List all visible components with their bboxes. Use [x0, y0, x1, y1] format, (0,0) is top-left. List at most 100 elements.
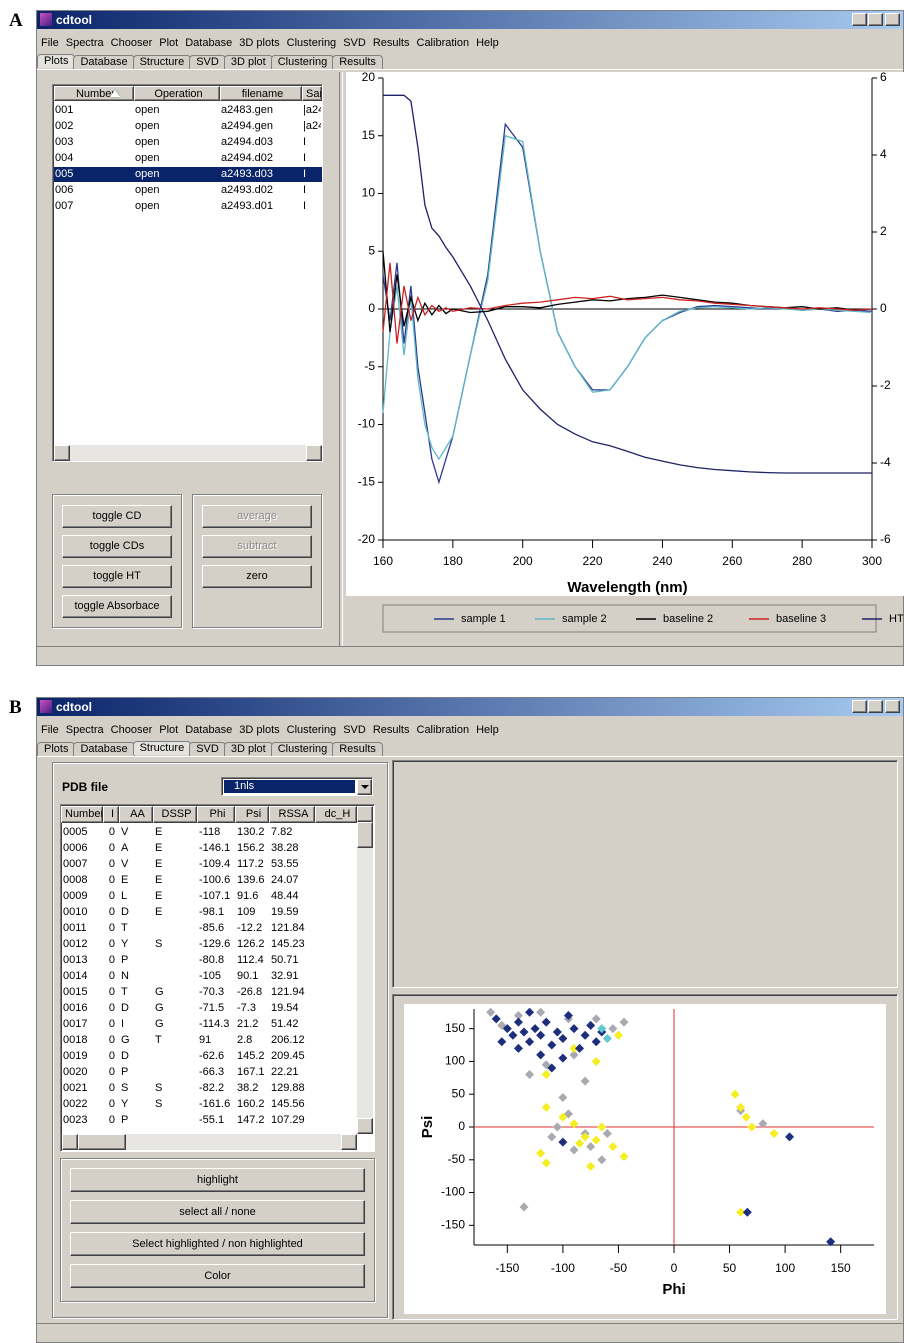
button[interactable]: Color [70, 1264, 365, 1288]
table-cell[interactable]: a2483.gen [221, 104, 301, 116]
menu-item[interactable]: File [41, 37, 59, 49]
table-cell[interactable]: 0022 [63, 1098, 103, 1110]
table-cell[interactable]: 121.84 [271, 922, 315, 934]
table-cell[interactable]: -82.2 [199, 1082, 235, 1094]
table-cell[interactable]: 0014 [63, 970, 103, 982]
table-cell[interactable]: 209.45 [271, 1050, 315, 1062]
tab[interactable]: Plots [37, 742, 75, 756]
column-header[interactable]: Operation [134, 86, 220, 101]
table-cell[interactable]: T [121, 986, 153, 998]
table-cell[interactable]: 21.2 [237, 1018, 269, 1030]
tab[interactable]: SVD [189, 742, 226, 756]
table-cell[interactable]: a2494.d02 [221, 152, 301, 164]
table-cell[interactable]: 0013 [63, 954, 103, 966]
table-cell[interactable]: a2493.d02 [221, 184, 301, 196]
table-cell[interactable]: 0020 [63, 1066, 103, 1078]
scroll-thumb[interactable] [357, 822, 373, 848]
table-cell[interactable]: G [155, 1018, 197, 1030]
button[interactable]: highlight [70, 1168, 365, 1192]
table-cell[interactable]: 0016 [63, 1002, 103, 1014]
table-cell[interactable]: E [155, 842, 197, 854]
table-cell[interactable]: -161.6 [199, 1098, 235, 1110]
column-header[interactable]: Phi [197, 806, 235, 823]
menu-item[interactable]: Results [373, 37, 410, 49]
table-cell[interactable]: D [121, 906, 153, 918]
table-cell[interactable]: V [121, 826, 153, 838]
table-cell[interactable]: I [303, 136, 321, 148]
menu-item[interactable]: Chooser [111, 37, 153, 49]
table-cell[interactable]: Y [121, 1098, 153, 1110]
window-control[interactable] [852, 13, 867, 26]
table-cell[interactable]: 0019 [63, 1050, 103, 1062]
menu-item[interactable]: Spectra [66, 37, 104, 49]
table-cell[interactable]: 32.91 [271, 970, 315, 982]
column-header[interactable]: filename [220, 86, 302, 101]
tab[interactable]: Clustering [271, 55, 335, 69]
menu-item[interactable]: SVD [343, 37, 366, 49]
table-cell[interactable]: 005 [55, 168, 133, 180]
table-cell[interactable]: N [121, 970, 153, 982]
button[interactable]: toggle CD [62, 505, 172, 528]
table-cell[interactable]: P [121, 1066, 153, 1078]
table-cell[interactable]: a2493.d03 [221, 168, 301, 180]
window-control[interactable] [885, 700, 900, 713]
table-cell[interactable]: 107.29 [271, 1114, 315, 1126]
table-cell[interactable]: 145.23 [271, 938, 315, 950]
tab[interactable]: Structure [133, 55, 192, 69]
scroll-right[interactable] [306, 445, 322, 461]
table-cell[interactable]: 0 [105, 1002, 119, 1014]
table-cell[interactable]: 0 [105, 938, 119, 950]
table-cell[interactable]: A [121, 842, 153, 854]
table-cell[interactable]: G [155, 986, 197, 998]
table-cell[interactable]: S [155, 1098, 197, 1110]
table-cell[interactable]: 0023 [63, 1114, 103, 1126]
column-header[interactable]: Number [54, 86, 134, 101]
tab[interactable]: 3D plot [224, 742, 273, 756]
table-cell[interactable]: 0 [105, 890, 119, 902]
table-cell[interactable]: 0011 [63, 922, 103, 934]
table-cell[interactable]: -85.6 [199, 922, 235, 934]
table-cell[interactable]: 90.1 [237, 970, 269, 982]
table-cell[interactable]: 139.6 [237, 874, 269, 886]
table-cell[interactable]: -129.6 [199, 938, 235, 950]
table-cell[interactable]: 0007 [63, 858, 103, 870]
table-cell[interactable]: open [135, 152, 219, 164]
tab[interactable]: Clustering [271, 742, 335, 756]
table-cell[interactable]: -62.6 [199, 1050, 235, 1062]
table-cell[interactable]: 117.2 [237, 858, 269, 870]
table-cell[interactable]: 0012 [63, 938, 103, 950]
window-control[interactable] [868, 700, 883, 713]
button[interactable]: toggle HT [62, 565, 172, 588]
table-cell[interactable]: 0005 [63, 826, 103, 838]
table-cell[interactable]: -70.3 [199, 986, 235, 998]
scroll-left[interactable] [62, 1134, 78, 1150]
table-cell[interactable]: G [121, 1034, 153, 1046]
table-cell[interactable]: 0 [105, 1082, 119, 1094]
table-cell[interactable]: -98.1 [199, 906, 235, 918]
table-cell[interactable]: 38.2 [237, 1082, 269, 1094]
table-cell[interactable]: 0 [105, 906, 119, 918]
table-cell[interactable]: 002 [55, 120, 133, 132]
table-cell[interactable]: 126.2 [237, 938, 269, 950]
table-cell[interactable]: E [155, 858, 197, 870]
table-cell[interactable]: 121.94 [271, 986, 315, 998]
menu-item[interactable]: Chooser [111, 724, 153, 736]
table-cell[interactable]: I [303, 184, 321, 196]
table-cell[interactable]: open [135, 120, 219, 132]
table-cell[interactable]: -107.1 [199, 890, 235, 902]
table-cell[interactable]: T [121, 922, 153, 934]
table-cell[interactable]: open [135, 184, 219, 196]
menu-item[interactable]: SVD [343, 724, 366, 736]
table-cell[interactable]: L [121, 890, 153, 902]
table-cell[interactable]: E [155, 874, 197, 886]
table-cell[interactable]: 0 [105, 1050, 119, 1062]
table-cell[interactable]: |a24 [303, 104, 321, 116]
menu-item[interactable]: Calibration [417, 37, 470, 49]
table-cell[interactable]: 003 [55, 136, 133, 148]
column-header[interactable]: I [103, 806, 119, 823]
window-control[interactable] [868, 13, 883, 26]
table-cell[interactable]: 0 [105, 842, 119, 854]
table-cell[interactable]: -118 [199, 826, 235, 838]
table-cell[interactable]: 53.55 [271, 858, 315, 870]
table-cell[interactable]: 19.59 [271, 906, 315, 918]
